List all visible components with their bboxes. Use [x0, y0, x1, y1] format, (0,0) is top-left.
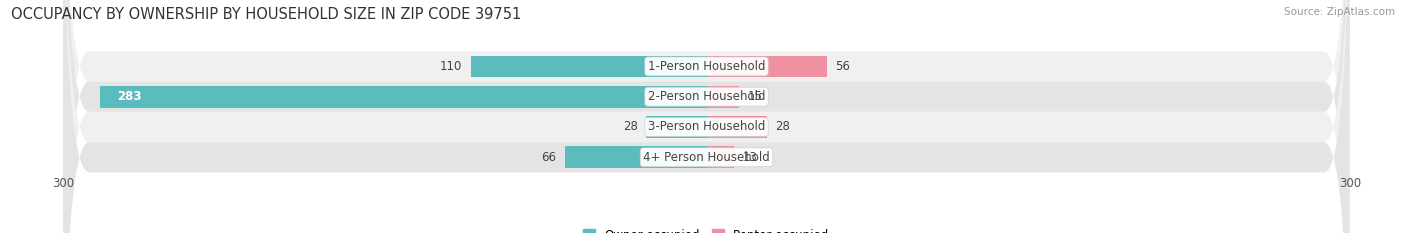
FancyBboxPatch shape [63, 0, 1350, 233]
Text: 4+ Person Household: 4+ Person Household [643, 151, 770, 164]
Bar [100, 86, 707, 108]
Bar [471, 55, 707, 77]
Text: OCCUPANCY BY OWNERSHIP BY HOUSEHOLD SIZE IN ZIP CODE 39751: OCCUPANCY BY OWNERSHIP BY HOUSEHOLD SIZE… [11, 7, 522, 22]
Bar [707, 55, 827, 77]
Text: 28: 28 [775, 120, 790, 134]
Text: 13: 13 [742, 151, 758, 164]
Bar [647, 116, 707, 138]
Text: 66: 66 [541, 151, 557, 164]
Bar [707, 116, 766, 138]
FancyBboxPatch shape [63, 0, 1350, 233]
FancyBboxPatch shape [63, 0, 1350, 233]
FancyBboxPatch shape [63, 0, 1350, 233]
Text: 15: 15 [747, 90, 762, 103]
Text: 3-Person Household: 3-Person Household [648, 120, 765, 134]
Bar [707, 146, 734, 168]
Bar [565, 146, 707, 168]
Text: Source: ZipAtlas.com: Source: ZipAtlas.com [1284, 7, 1395, 17]
Text: 283: 283 [117, 90, 142, 103]
Text: 110: 110 [440, 60, 463, 73]
Legend: Owner-occupied, Renter-occupied: Owner-occupied, Renter-occupied [583, 229, 830, 233]
Text: 1-Person Household: 1-Person Household [648, 60, 765, 73]
Text: 56: 56 [835, 60, 851, 73]
Bar [707, 86, 738, 108]
Text: 28: 28 [623, 120, 638, 134]
Text: 2-Person Household: 2-Person Household [648, 90, 765, 103]
